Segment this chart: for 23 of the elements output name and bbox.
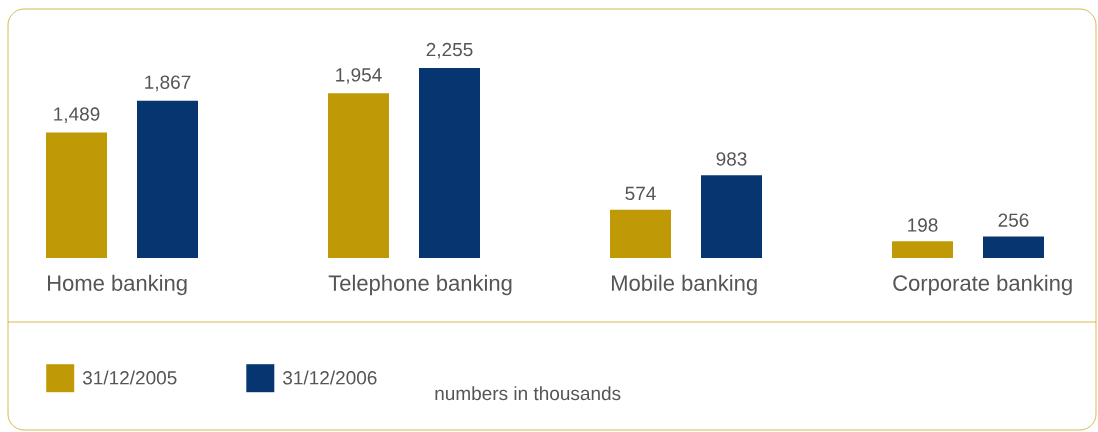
legend-label: 31/12/2006 [283,370,377,385]
bar [701,175,762,258]
bar [419,68,480,258]
text: numbers in thousands [435,386,621,401]
bar [610,209,671,258]
data-label: 1,489 [54,107,100,124]
bar [892,241,953,258]
bar [137,100,198,258]
data-label: 1,954 [336,68,382,84]
x-tick-label: Home banking [48,274,187,296]
x-tick-label: Telephone banking [328,274,512,296]
x-tick-label: Corporate banking [893,274,1072,296]
x-tick-label: Mobile banking [612,274,757,296]
data-label: 983 [716,152,747,166]
bar [983,236,1044,258]
bar [328,93,389,258]
data-label: 574 [625,186,656,201]
legend-label: 31/12/2005 [82,370,177,385]
data-label: 2,255 [426,42,473,59]
data-label: 1,867 [145,75,191,92]
data-label: 198 [908,218,938,232]
bar [46,132,107,258]
data-label: 256 [998,213,1029,227]
